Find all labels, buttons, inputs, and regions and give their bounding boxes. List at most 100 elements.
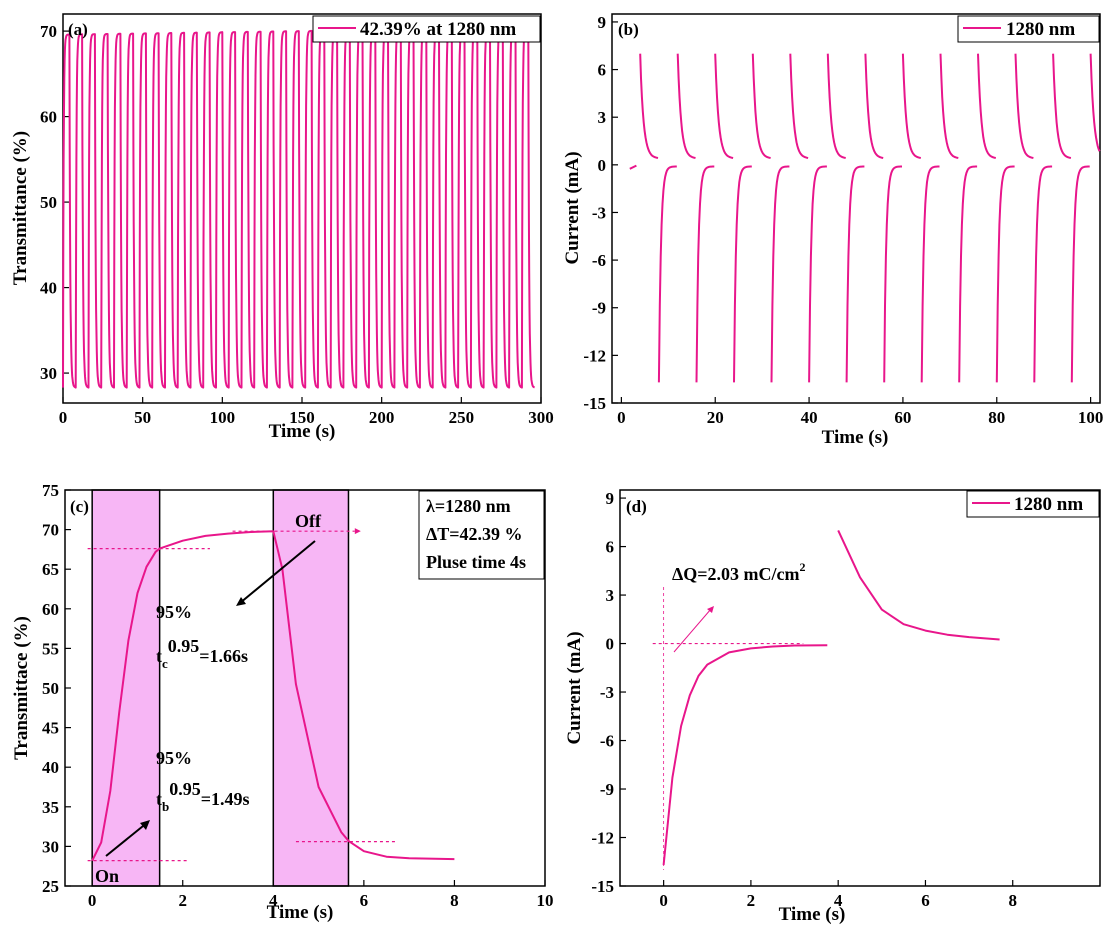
panel-d-marks: 0 2 4 6 8 9 6 3 0 -3 -6 -9 -12 -15 (591, 489, 1017, 910)
panel-c-off-label: Off (295, 511, 322, 531)
panel-d-y-label: Current (mA) (564, 631, 585, 744)
panel-c-info-delta-t: ΔT=42.39 % (426, 524, 523, 544)
panel-b-cathodic-pulse-1 (695, 165, 715, 383)
panel-c: 0 2 4 6 8 10 25 30 35 40 45 50 55 60 65 70 75 (c) λ=1280… (11, 481, 554, 923)
panel-b-cathodic-pulse-6 (883, 165, 903, 383)
panel-d-x-tick-label: 4 (834, 891, 843, 910)
panel-c-coloring-time: tc0.95=1.66s (156, 636, 248, 671)
panel-a-y-tick-label: 70 (40, 22, 57, 41)
panel-a-transmittance-line (62, 26, 536, 389)
panel-c-y-tick-label: 40 (42, 758, 59, 777)
panel-b-marks: 0 20 40 60 80 100 9 6 3 0 -3 -6 -9 -12 -15 (583, 13, 1103, 427)
panel-b-anodic-pulse-2 (714, 53, 734, 159)
panel-a-x-tick-label: 200 (369, 408, 395, 427)
panel-c-bleaching-percent: 95% (156, 748, 192, 768)
panel-c-transmittance-line (91, 530, 455, 862)
panel-a-label: (a) (68, 20, 88, 39)
panel-b-anodic-pulse-6 (864, 53, 884, 159)
panel-c-off-arrow (239, 540, 316, 604)
panel-c-y-tick-label: 75 (42, 481, 59, 500)
panel-d-y-tick-label: -15 (591, 877, 614, 896)
panel-c-x-tick-label: 0 (88, 891, 97, 910)
panel-a-x-tick-label: 250 (449, 408, 475, 427)
panel-c-y-tick-label: 55 (42, 639, 59, 658)
panel-b-x-tick-label: 100 (1078, 408, 1104, 427)
panel-a-marks: 0 50 100 150 200 250 300 30 40 50 60 70 (40, 22, 554, 427)
panel-b-legend-text: 1280 nm (1006, 19, 1075, 40)
panel-b-cathodic-pulse-8 (958, 165, 978, 383)
panel-b-frame (611, 13, 1101, 404)
panel-b-y-tick-label: 0 (598, 156, 607, 175)
panel-b-y-tick-label: -3 (592, 203, 606, 222)
panel-b-y-tick-label: -12 (583, 346, 606, 365)
panel-c-info-box (418, 490, 545, 580)
panel-a-y-tick-label: 40 (40, 279, 57, 298)
panel-d-y-tick-label: -12 (591, 829, 614, 848)
panel-b-x-tick-label: 0 (617, 408, 626, 427)
panel-d-legend-text: 1280 nm (1014, 494, 1083, 515)
panel-b-anodic-pulse-5 (826, 53, 846, 159)
panel-c-off-arrowhead (236, 597, 246, 606)
panel-b-cathodic-pulse-0 (657, 165, 677, 383)
panel-c-bleaching-time: tb0.95=1.49s (156, 779, 250, 814)
panel-b-anodic-pulse-12 (1089, 53, 1101, 152)
panel-b-cathodic-pulse-4 (808, 165, 827, 383)
panel-b-y-tick-label: -9 (592, 299, 606, 318)
panel-d: 0 2 4 6 8 9 6 3 0 -3 -6 -9 -12 -15 (d) 1280 nm ΔQ=2.0… (564, 489, 1101, 925)
panel-b-anodic-pulse-10 (1014, 53, 1034, 159)
panel-c-y-tick-label: 50 (42, 679, 59, 698)
panel-c-y-tick-label: 25 (42, 877, 59, 896)
panel-b-anodic-pulse-3 (751, 53, 771, 159)
panel-c-y-tick-label: 60 (42, 600, 59, 619)
panel-d-frame (619, 489, 1101, 887)
panel-c-x-tick-label: 8 (450, 891, 459, 910)
panel-c-x-label: Time (s) (267, 902, 334, 923)
panel-a-y-tick-label: 30 (40, 364, 57, 383)
panel-c-y-tick-label: 30 (42, 837, 59, 856)
panel-a: 0 50 100 150 200 250 300 30 40 50 60 70 (a) 42.39% … (10, 13, 554, 442)
panel-c-guide-arrowhead (354, 528, 361, 535)
panel-d-annotation-arrowhead (707, 606, 714, 613)
panel-b-y-tick-label: 9 (598, 13, 607, 32)
panel-d-y-tick-label: 9 (606, 489, 615, 508)
panel-d-label: (d) (626, 497, 647, 516)
panel-b-cathodic-pulse-3 (770, 165, 790, 383)
panel-d-charge-annotation: ΔQ=2.03 mC/cm2 (672, 560, 806, 584)
panel-a-y-tick-label: 50 (40, 193, 57, 212)
panel-c-info-wavelength: λ=1280 nm (426, 496, 511, 516)
panel-b-y-label: Current (mA) (562, 151, 583, 264)
panel-c-on-arrow (105, 821, 149, 857)
panel-c-y-tick-label: 65 (42, 560, 59, 579)
panel-a-legend-text: 42.39% at 1280 nm (360, 19, 516, 40)
panel-a-x-label: Time (s) (269, 421, 336, 442)
panel-c-marks: 0 2 4 6 8 10 25 30 35 40 45 50 55 60 65 70 75 (42, 481, 554, 910)
panel-d-annotation-arrow (673, 608, 712, 653)
panel-c-shaded-region-0 (91, 489, 161, 887)
panel-b-anodic-pulse-0 (639, 53, 659, 159)
panel-b-x-tick-label: 40 (801, 408, 818, 427)
panel-b-anodic-pulse-11 (1052, 53, 1072, 159)
panel-b-x-tick-label: 80 (988, 408, 1005, 427)
panel-d-y-tick-label: 3 (606, 586, 615, 605)
panel-c-x-tick-label: 4 (269, 891, 278, 910)
panel-d-current-line-1 (837, 529, 1000, 641)
panel-b-anodic-pulse-7 (901, 53, 922, 159)
panel-b-y-tick-label: -15 (583, 394, 606, 413)
panel-b-label: (b) (618, 20, 639, 39)
panel-c-y-tick-label: 70 (42, 521, 59, 540)
panel-b-anodic-pulse-8 (939, 53, 959, 159)
panel-b-cathodic-pulse-7 (920, 165, 940, 383)
panel-c-y-label: Transmittace (%) (11, 616, 32, 760)
panel-b-cathodic-pulse-9 (995, 165, 1015, 383)
panel-b-anodic-pulse-1 (676, 53, 696, 159)
panel-b-y-tick-label: 6 (598, 61, 607, 80)
panel-b-initial-segment (629, 164, 637, 170)
panel-a-y-label: Transmittance (%) (10, 131, 31, 285)
panel-c-shaded-region-1 (272, 489, 350, 887)
panel-d-y-tick-label: -3 (600, 683, 614, 702)
panel-b-x-tick-label: 20 (707, 408, 724, 427)
panel-a-x-tick-label: 0 (59, 408, 68, 427)
panel-b-cathodic-pulse-10 (1033, 165, 1053, 383)
panel-c-on-arrowhead (140, 820, 150, 830)
